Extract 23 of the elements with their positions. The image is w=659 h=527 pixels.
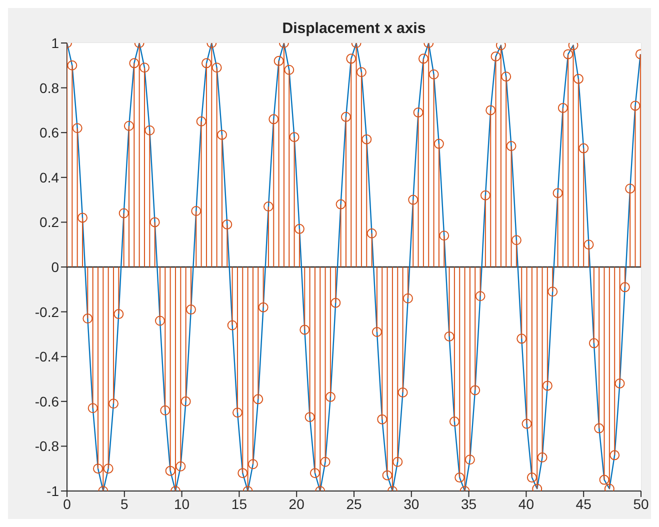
x-tick-label: 0: [63, 496, 72, 512]
y-tick-label: 1: [51, 34, 60, 51]
x-tick-label: 25: [346, 496, 362, 512]
chart-title: Displacement x axis: [281, 20, 427, 37]
x-tick-label: 35: [461, 496, 477, 512]
y-tick-label: -0.6: [34, 393, 60, 410]
y-tick-label: -0.8: [34, 438, 60, 454]
x-tick-label: 50: [633, 496, 649, 512]
y-tick-label: 0.8: [40, 80, 60, 96]
x-tick-label: 45: [576, 496, 592, 512]
y-tick-label: 0.6: [40, 124, 60, 141]
x-tick-label: 10: [174, 496, 190, 512]
x-tick-label: 5: [120, 496, 128, 512]
x-tick-label: 15: [231, 496, 248, 512]
y-tick-label: 0.4: [40, 169, 60, 186]
x-tick-label: 20: [288, 496, 305, 512]
y-tick-label: 0: [51, 258, 60, 275]
y-tick-label: -1: [46, 482, 60, 499]
x-tick-label: 40: [518, 496, 534, 512]
x-tick-label: 30: [404, 496, 420, 512]
y-tick-label: 0.2: [40, 214, 60, 230]
y-tick-label: -0.4: [34, 348, 60, 365]
y-tick-label: -0.2: [34, 304, 60, 320]
